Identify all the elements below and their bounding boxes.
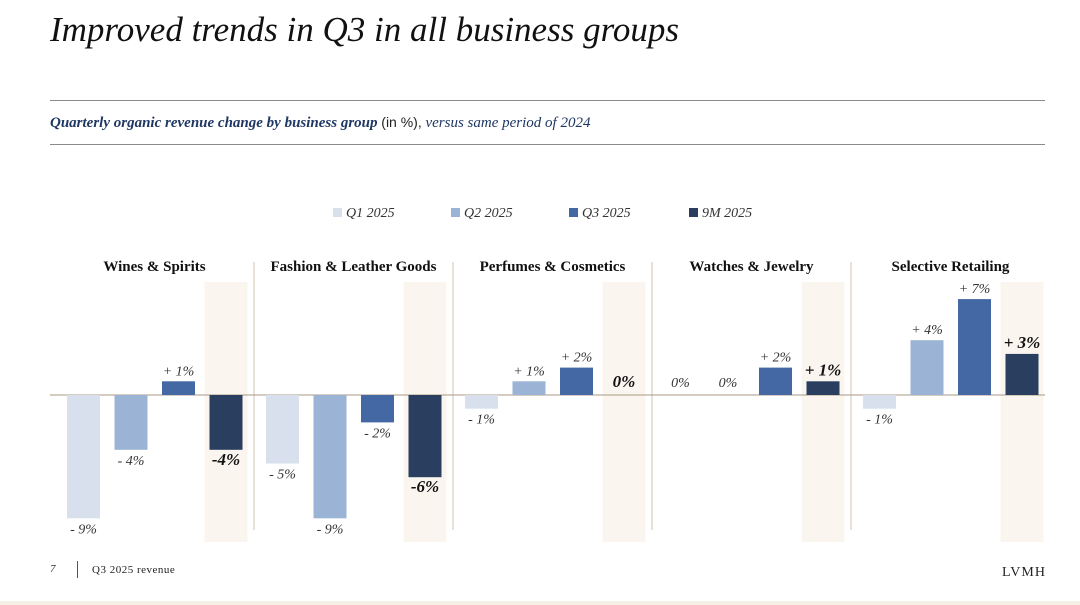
data-label-perfumes-and-cosmetics-q1-2025: - 1% bbox=[468, 413, 495, 428]
bar-wines-and-spirits-q2-2025 bbox=[114, 395, 148, 450]
bar-perfumes-and-cosmetics-q3-2025 bbox=[560, 367, 593, 395]
data-label-selective-retailing-q1-2025: - 1% bbox=[866, 413, 893, 428]
bottom-band bbox=[0, 601, 1080, 605]
bar-fashion-and-leather-goods-9m-2025 bbox=[408, 395, 442, 478]
data-label-perfumes-and-cosmetics-q3-2025: + 2% bbox=[561, 351, 593, 366]
bar-fashion-and-leather-goods-q1-2025 bbox=[266, 395, 299, 464]
bar-watches-and-jewelry-q3-2025 bbox=[759, 367, 792, 395]
bar-selective-retailing-q3-2025 bbox=[958, 299, 991, 395]
bar-fashion-and-leather-goods-q2-2025 bbox=[313, 395, 347, 519]
bar-wines-and-spirits-9m-2025 bbox=[209, 395, 243, 450]
data-label-wines-and-spirits-9m-2025: -4% bbox=[212, 450, 240, 469]
group-title-watches-and-jewelry: Watches & Jewelry bbox=[689, 259, 814, 275]
data-label-selective-retailing-q2-2025: + 4% bbox=[911, 323, 943, 338]
legend-label-q3-2025: Q3 2025 bbox=[582, 206, 631, 221]
data-label-watches-and-jewelry-9m-2025: + 1% bbox=[805, 360, 842, 379]
bar-wines-and-spirits-q1-2025 bbox=[67, 395, 100, 519]
page-number: 7 bbox=[50, 563, 56, 575]
group-title-selective-retailing: Selective Retailing bbox=[892, 259, 1010, 275]
legend-label-q1-2025: Q1 2025 bbox=[346, 206, 395, 221]
legend-swatch-q1-2025 bbox=[333, 208, 342, 217]
data-label-wines-and-spirits-q2-2025: - 4% bbox=[118, 454, 145, 469]
group-title-perfumes-and-cosmetics: Perfumes & Cosmetics bbox=[480, 259, 626, 275]
revenue-bar-chart: Q1 2025 Q2 2025 Q3 2025 9M 2025 Wines & Spir… bbox=[50, 206, 1045, 542]
legend-swatch-9m-2025 bbox=[689, 208, 698, 217]
data-label-fashion-and-leather-goods-q3-2025: - 2% bbox=[364, 426, 391, 441]
subtitle-italic: versus same period of 2024 bbox=[425, 115, 591, 131]
data-label-fashion-and-leather-goods-q1-2025: - 5% bbox=[269, 468, 296, 483]
data-label-watches-and-jewelry-q1-2025: 0% bbox=[671, 376, 690, 391]
group-title-fashion-and-leather-goods: Fashion & Leather Goods bbox=[271, 259, 437, 275]
lvmh-logo: LVMH bbox=[1002, 565, 1046, 580]
data-label-watches-and-jewelry-q2-2025: 0% bbox=[719, 376, 738, 391]
data-label-perfumes-and-cosmetics-9m-2025: 0% bbox=[613, 372, 636, 391]
bottom-rule bbox=[50, 144, 1045, 145]
bar-selective-retailing-q2-2025 bbox=[910, 340, 944, 395]
footer-separator bbox=[77, 561, 78, 578]
top-rule bbox=[50, 100, 1045, 101]
data-label-wines-and-spirits-q1-2025: - 9% bbox=[70, 522, 97, 537]
highlight-band-selective-retailing bbox=[1000, 282, 1044, 542]
bar-selective-retailing-q1-2025 bbox=[863, 395, 896, 409]
data-label-selective-retailing-q3-2025: + 7% bbox=[959, 282, 991, 297]
data-label-watches-and-jewelry-q3-2025: + 2% bbox=[760, 351, 792, 366]
bar-perfumes-and-cosmetics-q1-2025 bbox=[465, 395, 498, 409]
bar-selective-retailing-9m-2025 bbox=[1005, 353, 1039, 395]
subtitle-bold: Quarterly organic revenue change by busi… bbox=[50, 115, 378, 131]
data-label-wines-and-spirits-q3-2025: + 1% bbox=[163, 364, 195, 379]
legend-swatch-q3-2025 bbox=[569, 208, 578, 217]
legend-label-9m-2025: 9M 2025 bbox=[702, 206, 752, 221]
bar-watches-and-jewelry-9m-2025 bbox=[806, 381, 840, 395]
legend-label-q2-2025: Q2 2025 bbox=[464, 206, 513, 221]
legend-swatch-q2-2025 bbox=[451, 208, 460, 217]
chart-subtitle: Quarterly organic revenue change by busi… bbox=[50, 114, 590, 132]
data-label-perfumes-and-cosmetics-q2-2025: + 1% bbox=[513, 364, 545, 379]
group-title-wines-and-spirits: Wines & Spirits bbox=[103, 259, 205, 275]
page-title: Improved trends in Q3 in all business gr… bbox=[50, 10, 680, 49]
highlight-band-perfumes-and-cosmetics bbox=[602, 282, 646, 542]
data-label-fashion-and-leather-goods-q2-2025: - 9% bbox=[317, 522, 344, 537]
footer-label: Q3 2025 revenue bbox=[92, 564, 176, 576]
bar-wines-and-spirits-q3-2025 bbox=[162, 381, 195, 395]
subtitle-unit: (in %), bbox=[381, 114, 422, 130]
highlight-band-watches-and-jewelry bbox=[801, 282, 845, 542]
data-label-selective-retailing-9m-2025: + 3% bbox=[1004, 333, 1041, 352]
data-label-fashion-and-leather-goods-9m-2025: -6% bbox=[411, 477, 439, 496]
bar-fashion-and-leather-goods-q3-2025 bbox=[361, 395, 394, 423]
bar-perfumes-and-cosmetics-q2-2025 bbox=[512, 381, 546, 395]
